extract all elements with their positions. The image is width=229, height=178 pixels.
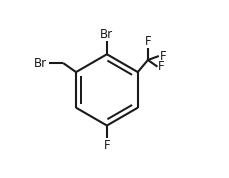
Text: Br: Br [100, 28, 113, 41]
Text: F: F [103, 138, 110, 151]
Text: Br: Br [34, 57, 47, 70]
Text: F: F [158, 60, 164, 73]
Text: F: F [159, 49, 165, 62]
Text: F: F [144, 35, 150, 48]
